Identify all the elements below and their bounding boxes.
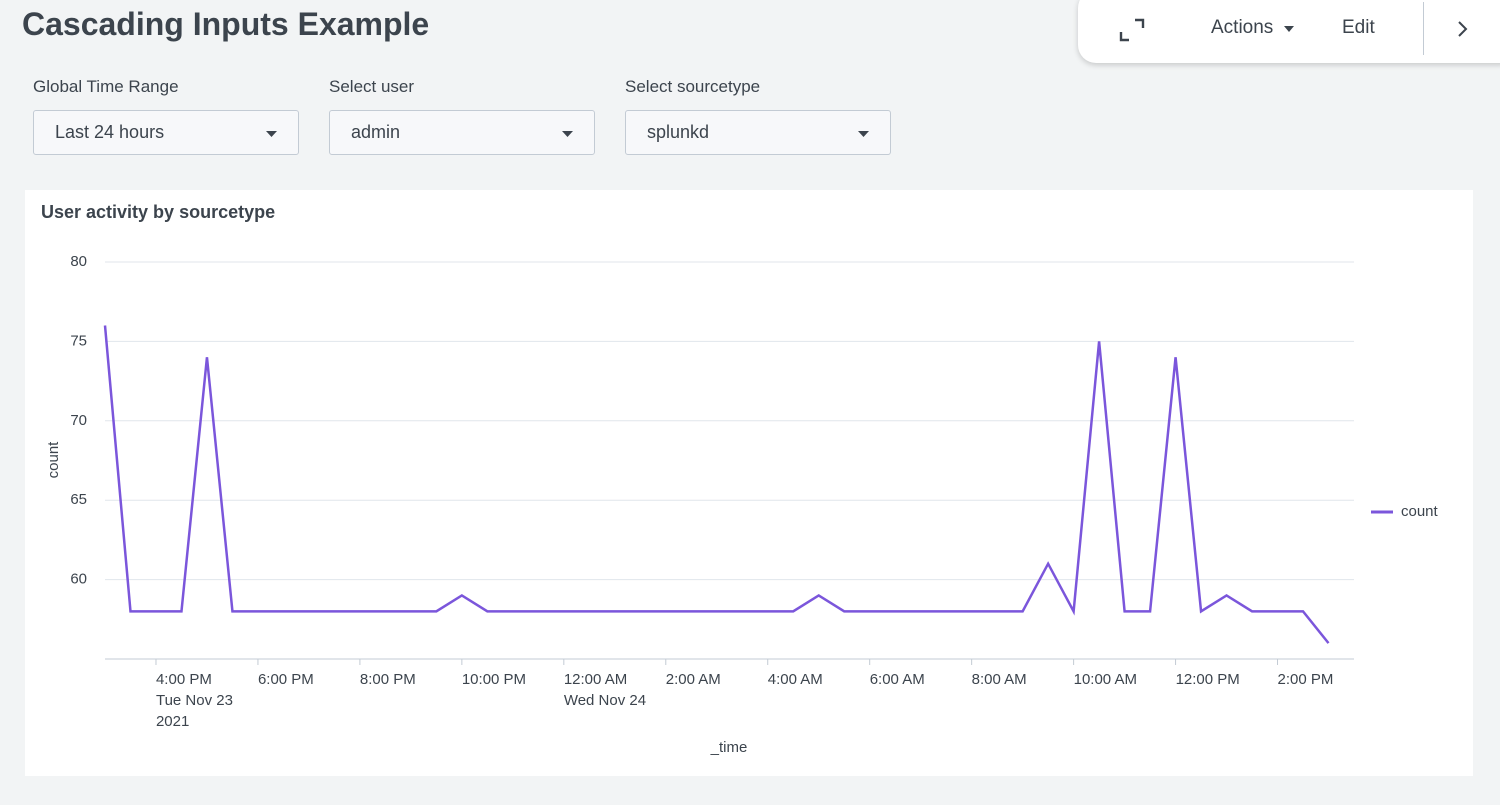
- dashboard-title: Cascading Inputs Example: [22, 6, 430, 42]
- x-tick-label: 6:00 AM: [870, 671, 925, 688]
- data-line: [103, 325, 1330, 644]
- dropdown-value: admin: [351, 122, 401, 142]
- x-tick-label: 2021: [156, 713, 189, 730]
- x-tick-label: 4:00 AM: [768, 671, 823, 688]
- dropdown[interactable]: admin: [329, 110, 595, 155]
- expand-chevron[interactable]: [1456, 19, 1470, 39]
- y-tick-label: 70: [70, 412, 87, 429]
- dropdown-value: Last 24 hours: [55, 122, 165, 142]
- x-tick-label: 12:00 AM: [564, 671, 627, 688]
- x-tick-label: 10:00 AM: [1074, 671, 1137, 688]
- panel: [25, 190, 1473, 776]
- dropdown-value: splunkd: [647, 122, 710, 142]
- chart-title: User activity by sourcetype: [41, 202, 275, 222]
- y-tick-label: 65: [70, 491, 87, 508]
- input-label: Select user: [329, 77, 415, 96]
- x-axis-title: _time: [710, 739, 748, 756]
- fullscreen-icon[interactable]: [1118, 16, 1146, 44]
- divider: [1423, 2, 1424, 55]
- y-tick-label: 75: [70, 332, 87, 349]
- dropdown[interactable]: splunkd: [625, 110, 891, 155]
- input-label: Select sourcetype: [625, 77, 761, 96]
- toolbar: Actions Edit: [1078, 0, 1500, 63]
- x-tick-label: 8:00 AM: [972, 671, 1027, 688]
- x-tick-label: 12:00 PM: [1176, 671, 1240, 688]
- x-tick-label: 2:00 PM: [1278, 671, 1334, 688]
- legend-label: count: [1401, 503, 1439, 520]
- x-tick-label: 2:00 AM: [666, 671, 721, 688]
- x-tick-label: Tue Nov 23: [156, 692, 233, 709]
- y-axis-title: count: [45, 441, 62, 479]
- y-tick-label: 80: [70, 253, 87, 270]
- actions-button[interactable]: Actions: [1211, 17, 1274, 38]
- input-label: Global Time Range: [33, 77, 179, 96]
- x-tick-label: Wed Nov 24: [564, 692, 646, 709]
- dropdown[interactable]: Last 24 hours: [33, 110, 299, 155]
- x-tick-label: 6:00 PM: [258, 671, 314, 688]
- x-tick-label: 4:00 PM: [156, 671, 212, 688]
- x-tick-label: 10:00 PM: [462, 671, 526, 688]
- y-tick-label: 60: [70, 571, 87, 588]
- x-tick-label: 8:00 PM: [360, 671, 416, 688]
- edit-button[interactable]: Edit: [1342, 17, 1375, 38]
- actions-caret: [1284, 26, 1294, 32]
